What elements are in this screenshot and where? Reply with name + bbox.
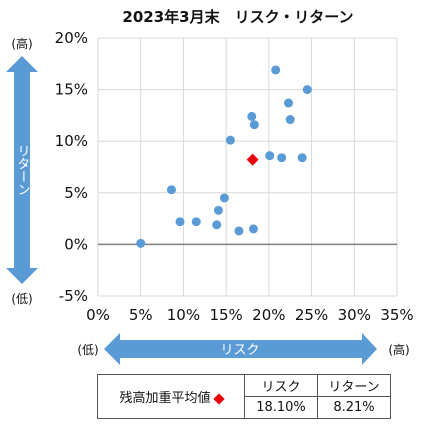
x-tick-label: 20% — [252, 306, 285, 324]
y-tick-label: 20% — [55, 29, 88, 47]
y-tick-label: 5% — [64, 184, 88, 202]
y-high-label: (高) — [11, 36, 32, 51]
scatter-point — [248, 224, 258, 234]
scatter-point — [302, 85, 312, 95]
scatter-point — [212, 220, 222, 230]
x-axis-label: リスク — [220, 343, 259, 358]
x-tick-label: 35% — [380, 306, 413, 324]
scatter-point — [249, 120, 259, 130]
scatter-point — [277, 153, 287, 163]
scatter-point — [271, 65, 281, 75]
highlight-diamond-icon — [212, 392, 225, 405]
risk-header: リスク — [244, 374, 318, 397]
scatter-point — [247, 111, 257, 121]
y-axis-arrow: リターン — [6, 56, 38, 284]
summary-table: 残高加重平均値 リスク リターン 18.10% 8.21% — [97, 374, 391, 419]
y-tick-label: 10% — [55, 132, 88, 150]
tick-labels: 0% 5% 10% 15% 20% 25% 30% 35%-5%0%5%10%15%20% — [55, 29, 414, 324]
y-tick-label: 15% — [55, 81, 88, 99]
scatter-point — [175, 217, 185, 227]
scatter-point — [284, 98, 294, 108]
x-tick-label: 10% — [167, 306, 200, 324]
x-axis-arrow: リスク — [104, 333, 377, 365]
x-tick-label: 30% — [338, 306, 371, 324]
scatter-point — [213, 205, 223, 215]
scatter-point — [219, 193, 229, 203]
scatter-point — [297, 153, 307, 163]
return-value: 8.21% — [317, 396, 391, 419]
x-tick-label: 0% — [86, 306, 110, 324]
scatter-point — [265, 151, 275, 161]
y-tick-label: 0% — [64, 235, 88, 253]
risk-return-chart: 2023年3月末 リスク・リターン 0% 5% 10% 15% 20% 25% 30% 35%… — [6, 8, 414, 365]
scatter-point — [136, 238, 146, 248]
x-tick-label: 15% — [209, 306, 242, 324]
y-axis-label: リターン — [15, 144, 30, 196]
scatter-point — [191, 217, 201, 227]
x-tick-label: 25% — [295, 306, 328, 324]
scatter-point — [234, 226, 244, 236]
scatter-point — [225, 135, 235, 145]
x-tick-label: 5% — [129, 306, 153, 324]
chart-title: 2023年3月末 リスク・リターン — [122, 8, 353, 26]
summary-label-cell: 残高加重平均値 — [97, 374, 245, 419]
y-low-label: (低) — [11, 292, 32, 306]
scatter-point — [285, 115, 295, 125]
y-tick-label: -5% — [59, 287, 88, 305]
x-high-label: (高) — [388, 342, 409, 357]
return-header: リターン — [317, 374, 391, 397]
data-points — [136, 65, 312, 248]
summary-label: 残高加重平均値 — [119, 391, 211, 406]
x-low-label: (低) — [77, 343, 98, 357]
weighted-average-point — [246, 153, 259, 166]
grid — [97, 37, 398, 297]
scatter-point — [166, 185, 176, 195]
risk-value: 18.10% — [244, 396, 318, 419]
